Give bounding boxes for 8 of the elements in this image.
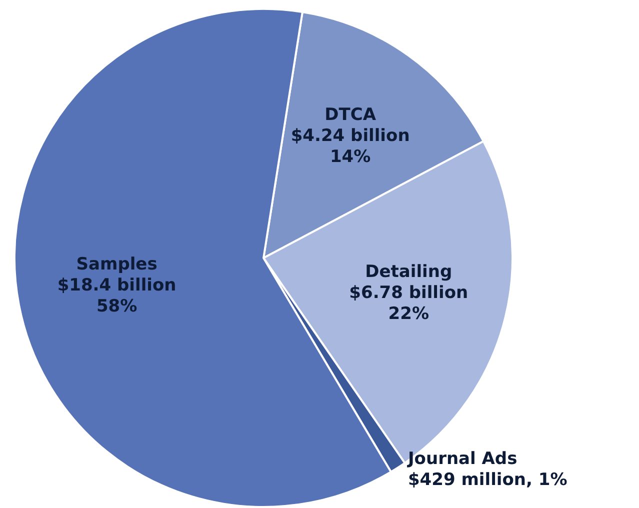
- data-label: $429 million, 1%: [408, 470, 568, 490]
- data-label: $6.78 billion 22%: [349, 282, 468, 324]
- slice-label: DTCA: [324, 104, 377, 125]
- data-label: $18.4 billion 58%: [57, 276, 176, 317]
- slice-label: Samples: [76, 254, 158, 275]
- data-label: $4.24 billion 14%: [290, 126, 410, 167]
- slice-label: Detailing: [365, 262, 452, 282]
- slice-label: Journal Ads: [406, 448, 518, 469]
